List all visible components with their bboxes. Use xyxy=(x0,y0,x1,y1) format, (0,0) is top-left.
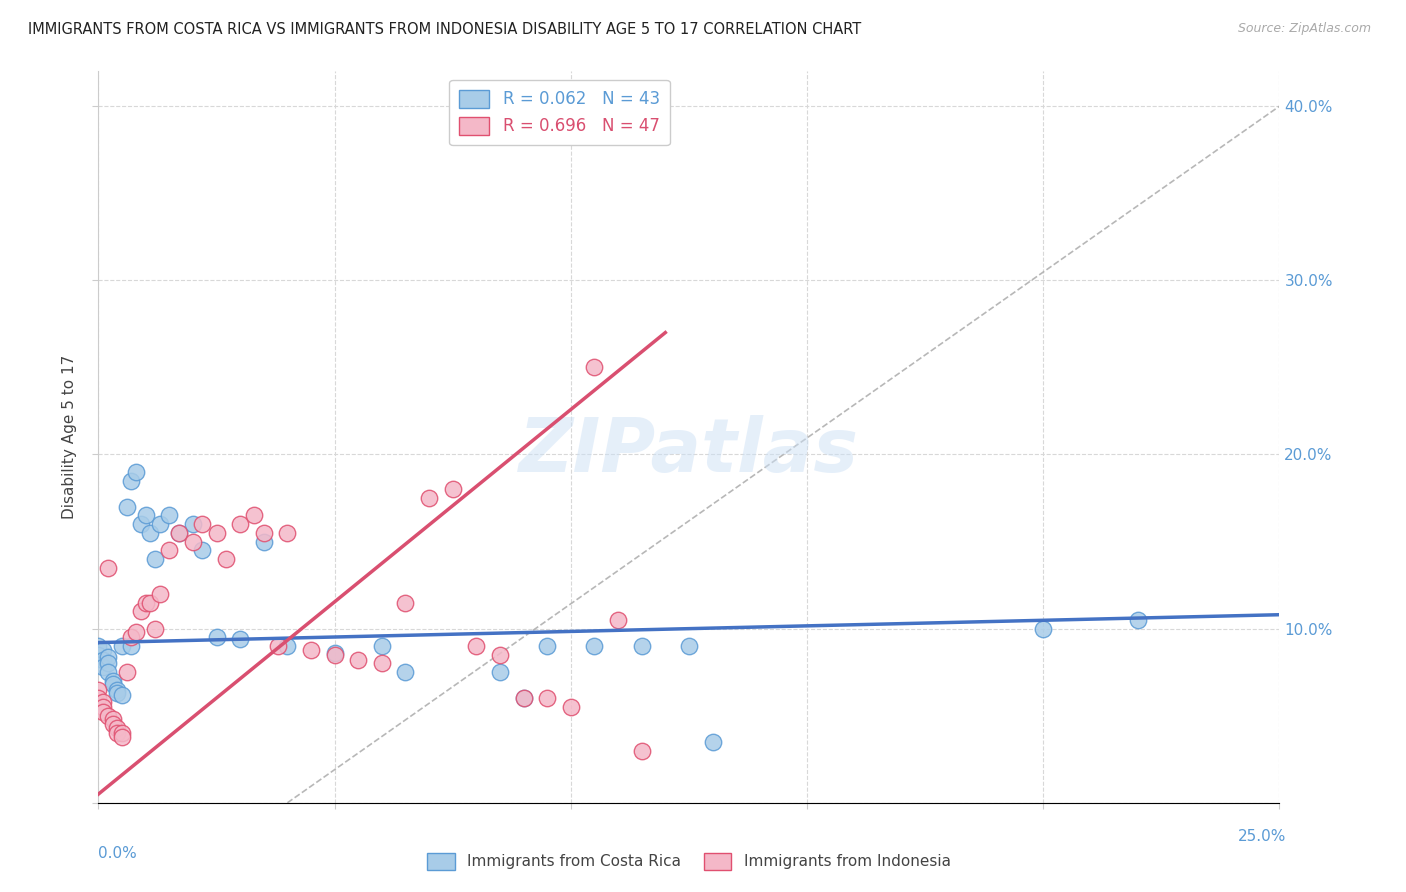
Point xyxy=(101,712,124,726)
Y-axis label: Disability Age 5 to 17: Disability Age 5 to 17 xyxy=(62,355,77,519)
Point xyxy=(1032,622,1054,636)
Point xyxy=(441,483,464,497)
Point xyxy=(181,534,204,549)
Point xyxy=(371,657,394,671)
Point xyxy=(702,735,724,749)
Point xyxy=(418,491,440,505)
Point xyxy=(630,743,652,757)
Point xyxy=(149,587,172,601)
Point xyxy=(323,648,346,662)
Point xyxy=(101,673,124,688)
Point xyxy=(121,639,143,653)
Point xyxy=(394,665,416,680)
Point xyxy=(191,517,214,532)
Point xyxy=(607,613,630,627)
Point xyxy=(536,639,558,653)
Point xyxy=(267,639,290,653)
Point xyxy=(105,721,128,735)
Point xyxy=(97,665,120,680)
Point xyxy=(87,639,110,653)
Point xyxy=(630,639,652,653)
Point xyxy=(243,508,266,523)
Point xyxy=(105,726,128,740)
Point xyxy=(87,648,110,662)
Point xyxy=(678,639,700,653)
Point xyxy=(215,552,238,566)
Point xyxy=(465,639,488,653)
Point xyxy=(91,700,114,714)
Point xyxy=(125,625,148,640)
Point xyxy=(91,695,114,709)
Point xyxy=(253,534,276,549)
Point xyxy=(560,700,582,714)
Point xyxy=(276,525,298,540)
Point xyxy=(489,665,512,680)
Text: 0.0%: 0.0% xyxy=(98,847,138,862)
Text: ZIPatlas: ZIPatlas xyxy=(519,415,859,488)
Point xyxy=(181,517,204,532)
Point xyxy=(111,688,134,702)
Point xyxy=(276,639,298,653)
Point xyxy=(97,649,120,664)
Point xyxy=(91,660,114,674)
Point xyxy=(135,595,157,609)
Point xyxy=(1126,613,1149,627)
Point xyxy=(583,360,606,375)
Point xyxy=(91,642,114,657)
Point xyxy=(129,517,152,532)
Point xyxy=(115,665,138,680)
Text: 25.0%: 25.0% xyxy=(1239,830,1286,844)
Point xyxy=(205,525,228,540)
Point xyxy=(115,500,138,514)
Point xyxy=(139,525,162,540)
Point xyxy=(149,517,172,532)
Point xyxy=(229,517,252,532)
Point xyxy=(87,682,110,697)
Point xyxy=(111,730,134,744)
Point xyxy=(87,691,110,706)
Point xyxy=(205,631,228,645)
Point xyxy=(125,465,148,479)
Point xyxy=(489,648,512,662)
Point xyxy=(167,525,190,540)
Point xyxy=(157,543,180,558)
Point xyxy=(191,543,214,558)
Point xyxy=(371,639,394,653)
Point xyxy=(139,595,162,609)
Point xyxy=(97,708,120,723)
Point xyxy=(229,632,252,646)
Point xyxy=(135,508,157,523)
Point xyxy=(129,604,152,618)
Point xyxy=(536,691,558,706)
Point xyxy=(111,639,134,653)
Point xyxy=(143,552,166,566)
Text: Source: ZipAtlas.com: Source: ZipAtlas.com xyxy=(1237,22,1371,36)
Point xyxy=(121,474,143,488)
Point xyxy=(157,508,180,523)
Point xyxy=(394,595,416,609)
Point xyxy=(121,631,143,645)
Point xyxy=(105,686,128,700)
Point xyxy=(97,560,120,574)
Point xyxy=(299,642,322,657)
Point xyxy=(101,717,124,731)
Text: IMMIGRANTS FROM COSTA RICA VS IMMIGRANTS FROM INDONESIA DISABILITY AGE 5 TO 17 C: IMMIGRANTS FROM COSTA RICA VS IMMIGRANTS… xyxy=(28,22,862,37)
Point xyxy=(347,653,370,667)
Point xyxy=(105,682,128,697)
Point xyxy=(512,691,534,706)
Legend: Immigrants from Costa Rica, Immigrants from Indonesia: Immigrants from Costa Rica, Immigrants f… xyxy=(422,847,956,876)
Point xyxy=(143,622,166,636)
Point xyxy=(91,705,114,719)
Point xyxy=(101,677,124,691)
Point xyxy=(111,726,134,740)
Point xyxy=(167,525,190,540)
Point xyxy=(583,639,606,653)
Point xyxy=(91,653,114,667)
Point xyxy=(97,657,120,671)
Point xyxy=(512,691,534,706)
Point xyxy=(323,646,346,660)
Point xyxy=(253,525,276,540)
